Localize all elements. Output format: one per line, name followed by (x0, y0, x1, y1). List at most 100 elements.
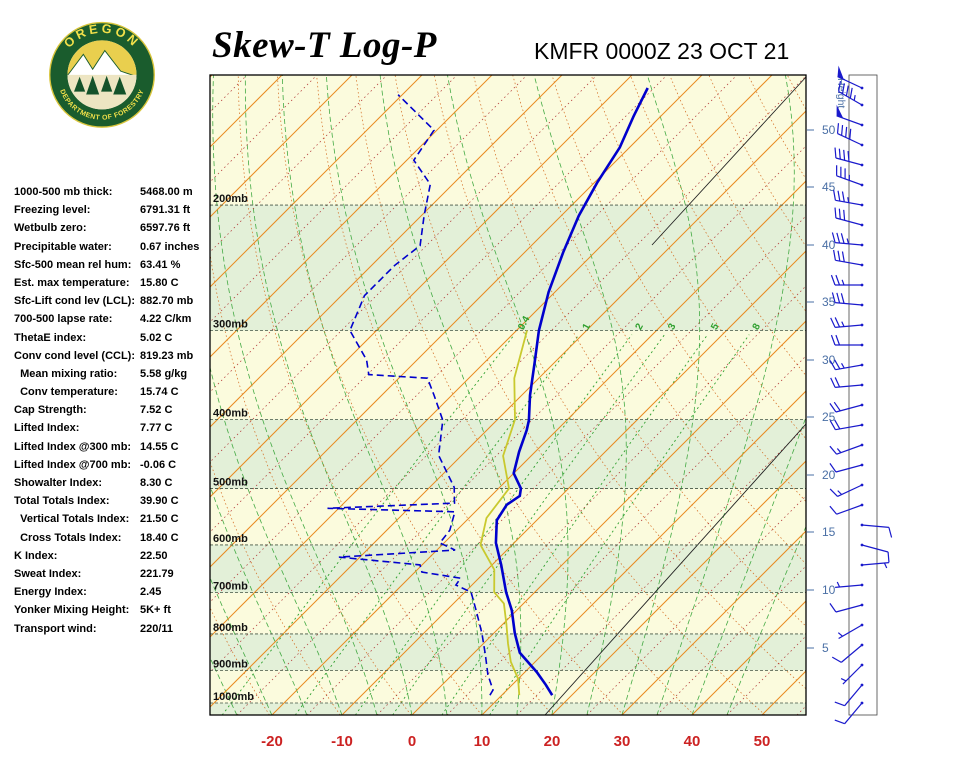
dry-adiabat (277, 75, 553, 715)
isotherm (341, 250, 806, 715)
temp-axis-label: 0 (408, 733, 416, 750)
index-value: 63.41 % (140, 258, 181, 271)
wind-barb (838, 81, 864, 107)
pressure-band (210, 75, 806, 206)
wind-barb (830, 377, 864, 388)
isotherm (210, 75, 423, 288)
wind-barb (830, 334, 864, 347)
temp-axis-label: 40 (684, 733, 701, 750)
height-label: 45 (822, 180, 836, 194)
pressure-band (210, 330, 806, 420)
dry-adiabat (237, 75, 483, 715)
isotherm (210, 75, 353, 218)
logo-mountains (67, 49, 137, 78)
indices-panel: 1000-500 mb thick: 5468.00 m Freezing leve… (14, 184, 210, 639)
sounding-profiles (327, 87, 649, 696)
index-value: 39.90 C (140, 495, 179, 508)
dry-adiabat (942, 72, 960, 715)
index-label: Cap Strength: (14, 404, 87, 417)
pressure-label: 1000mb (213, 691, 254, 703)
station-datetime: KMFR 0000Z 23 OCT 21 (534, 38, 790, 64)
index-value: 5468.00 m (140, 186, 193, 198)
index-value: 220/11 (140, 622, 174, 635)
odf-logo: OREGON DEPARTMENT OF FORESTRY (49, 21, 155, 128)
index-row: Freezing level: 6791.31 ft (14, 202, 210, 220)
wind-barb (830, 317, 864, 328)
index-row: Est. max temperature: 15.80 C (14, 275, 210, 293)
pressure-label: 800mb (213, 622, 248, 634)
height-label: 35 (822, 295, 836, 309)
dry-adiabat (433, 75, 806, 690)
wind-barb (836, 104, 864, 127)
index-label: Cross Totals Index: (14, 531, 122, 544)
temp-axis-label: 50 (754, 733, 771, 750)
index-label: 1000-500 mb thick: (14, 186, 113, 198)
temp-axis-label: 30 (614, 733, 631, 750)
index-value: 0.67 inches (140, 240, 200, 253)
moist-adiabat (533, 75, 627, 715)
index-row: 700-500 lapse rate: 4.22 C/km (14, 311, 210, 329)
index-row: Showalter Index: 8.30 C (14, 475, 210, 493)
height-label: 25 (822, 410, 836, 424)
wind-barb (830, 274, 864, 287)
index-value: 21.50 C (140, 513, 179, 526)
index-label: Total Totals Index: (14, 495, 110, 508)
dry-adiabat (825, 72, 960, 715)
temp-axis-label: 20 (544, 733, 561, 750)
height-label: 15 (822, 525, 836, 539)
index-row: Sfc-500 mean rel hum: 63.41 % (14, 257, 210, 275)
pressure-band (210, 205, 806, 331)
index-value: 6791.31 ft (140, 204, 191, 217)
index-row: Transport wind: 220/11 (14, 621, 210, 639)
isotherm (691, 600, 806, 715)
index-value: 2.45 (140, 586, 162, 599)
index-value: 14.55 C (140, 440, 179, 453)
isotherm (210, 75, 563, 428)
wind-barb (829, 443, 864, 455)
index-label: Sfc-500 mean rel hum: (14, 258, 132, 271)
isotherm (210, 75, 703, 568)
reference-line (544, 423, 806, 715)
height-label: 5 (822, 641, 829, 655)
index-row: Lifted Index: 7.77 C (14, 420, 210, 438)
index-value: 18.40 C (140, 531, 179, 544)
axis-labels: 200mb 300mb 400mb 500mb 600mb 700mb 800mb 900mb… (209, 74, 860, 750)
moist-adiabat (210, 484, 308, 715)
isotherm (271, 180, 806, 715)
height-label: 20 (822, 468, 836, 482)
wind-barb (834, 683, 864, 707)
index-value: 15.80 C (140, 276, 179, 289)
isotherm (210, 75, 773, 638)
wind-barb (829, 419, 864, 431)
wetbulb-line (479, 330, 528, 696)
dry-adiabat (903, 72, 960, 715)
temp-axis-label: -10 (331, 733, 353, 750)
wind-barb (840, 663, 864, 685)
temp-axis-label: -20 (261, 733, 283, 750)
pressure-label: 500mb (213, 477, 248, 489)
moist-adiabat (244, 75, 413, 715)
height-label: 10 (822, 583, 836, 597)
index-row: Lifted Index @300 mb: 14.55 C (14, 439, 210, 457)
index-value: -0.06 C (140, 458, 177, 471)
wind-column-box (848, 74, 878, 716)
isotherm (210, 110, 806, 708)
index-value: 5.02 C (140, 331, 173, 344)
pressure-band (210, 670, 806, 703)
mixing-ratio-label: 2 (634, 321, 647, 331)
wind-barb (831, 232, 864, 247)
isotherm (210, 75, 633, 498)
wind-barb (833, 189, 864, 207)
mixing-ratio-line (354, 334, 633, 715)
mixing-ratio-label: 3 (666, 321, 679, 331)
index-value: 15.74 C (140, 386, 179, 399)
pressure-label: 300mb (213, 319, 248, 331)
dry-adiabat (210, 606, 270, 715)
isotherm (210, 75, 213, 78)
pressure-label: 200mb (213, 193, 248, 205)
dry-adiabat (355, 75, 695, 715)
index-label: 700-500 lapse rate: (14, 313, 113, 326)
moist-adiabat (726, 525, 806, 715)
index-label: Conv cond level (CCL): (14, 349, 136, 362)
index-value: 7.52 C (140, 404, 173, 417)
